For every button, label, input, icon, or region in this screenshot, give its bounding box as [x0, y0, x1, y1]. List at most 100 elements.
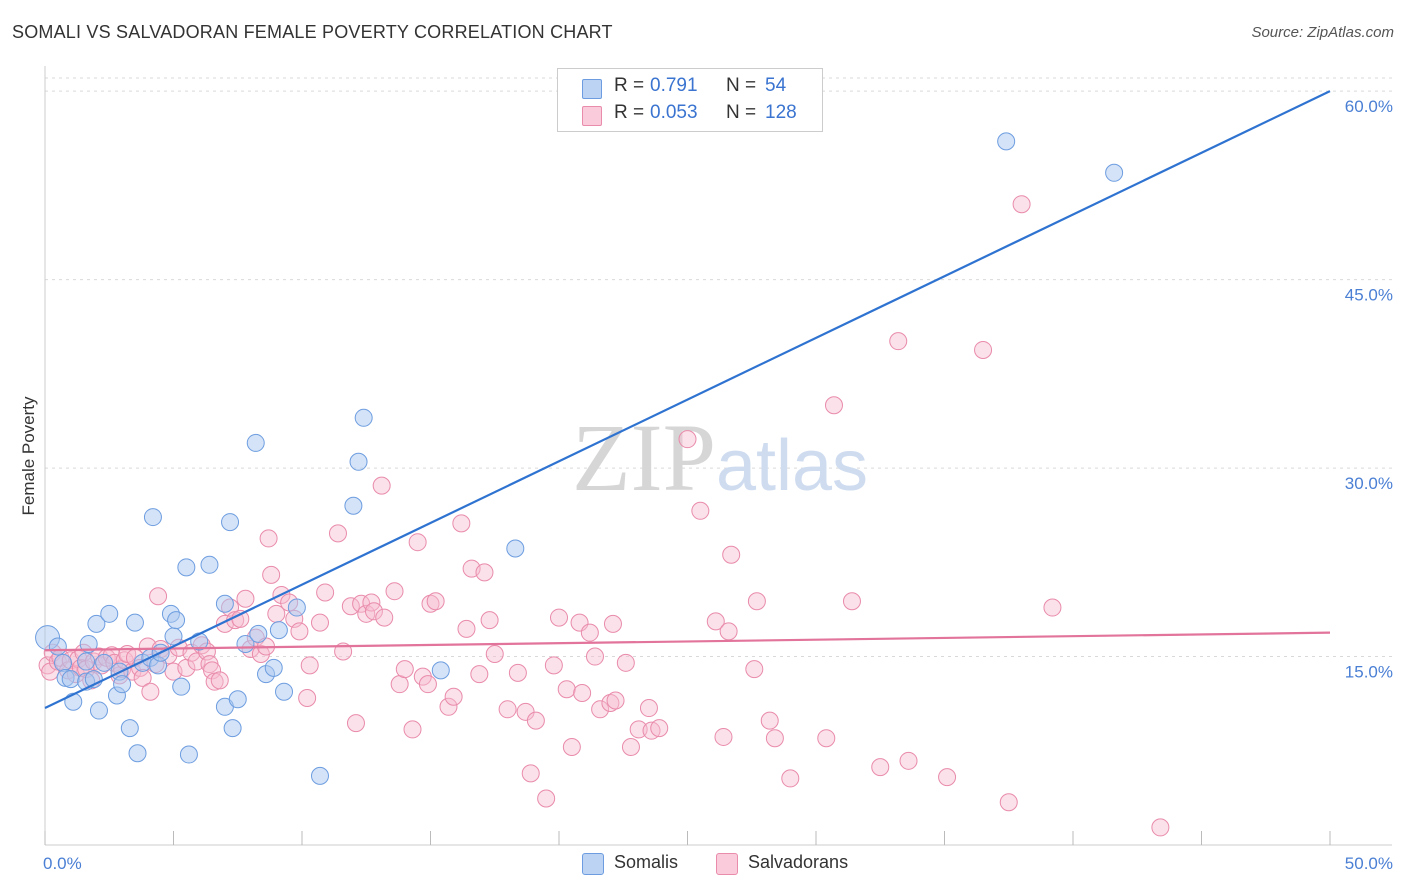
salvadoran-point: [316, 583, 335, 602]
salvadoran-point: [557, 680, 576, 699]
salvadoran-point: [550, 608, 568, 627]
salvadoran-point: [375, 608, 394, 627]
legend-n-value: 54: [765, 75, 787, 96]
watermark: ZIPatlas: [572, 404, 868, 511]
legend-r-value: 0.791: [650, 75, 698, 96]
salvadoran-point: [616, 653, 635, 672]
salvadoran-point: [508, 663, 527, 682]
somali-point: [354, 408, 373, 427]
salvadoran-point: [426, 592, 445, 611]
somali-point: [128, 744, 147, 763]
salvadoran-point: [300, 656, 319, 675]
salvadoran-point: [585, 647, 604, 666]
salvadoran-point: [452, 514, 471, 533]
salvadoran-point: [781, 769, 800, 788]
salvadoran-point: [817, 729, 836, 748]
salvadoran-point: [439, 697, 458, 716]
salvadoran-point: [418, 675, 437, 694]
somali-trend-line: [44, 90, 1331, 710]
salvadoran-point: [521, 764, 540, 783]
source-label: Source: ZipAtlas.com: [1251, 24, 1394, 41]
somali-point: [61, 670, 80, 689]
somali-point: [223, 719, 242, 738]
salvadoran-point: [341, 597, 360, 616]
salvadoran-point: [760, 711, 779, 730]
salvadoran-point: [421, 594, 440, 613]
salvadoran-point: [328, 524, 347, 543]
somali-point: [246, 433, 265, 452]
salvadoran-point: [650, 719, 669, 738]
somali-point: [275, 682, 294, 701]
salvadoran-point: [41, 662, 60, 681]
salvadoran-point: [149, 587, 168, 606]
watermark-atlas: atlas: [716, 426, 868, 506]
legend-swatch-somalis: [582, 79, 602, 99]
salvadoran-point: [346, 714, 365, 733]
salvadoran-point: [544, 656, 563, 675]
somali-point: [89, 701, 108, 720]
somali-point: [125, 613, 144, 632]
salvadoran-point: [1012, 195, 1031, 214]
y-tick-label: 15.0%: [1345, 663, 1393, 682]
x-tick-label: 50.0%: [1345, 854, 1393, 873]
somali-point: [79, 634, 98, 653]
salvadoran-point: [745, 660, 764, 679]
salvadoran-point: [1043, 598, 1062, 617]
somali-point: [48, 637, 67, 656]
y-tick-labels: 15.0% 30.0% 45.0% 60.0%: [1345, 97, 1393, 681]
trend-lines: [44, 90, 1331, 710]
somali-point: [215, 594, 234, 613]
salvadoran-point: [678, 430, 697, 449]
legend-r-value: 0.053: [650, 102, 698, 123]
x-tick-label: 0.0%: [43, 854, 82, 873]
y-tick-label: 30.0%: [1345, 474, 1393, 493]
legend-swatch-salvadorans: [582, 106, 602, 126]
salvadoran-point: [691, 501, 710, 520]
salvadoran-point: [1151, 818, 1170, 837]
legend-n-label: N =: [726, 75, 757, 96]
salvadoran-point: [706, 612, 725, 631]
salvadoran-point: [621, 737, 640, 756]
salvadoran-point: [470, 665, 489, 684]
somali-point: [269, 621, 288, 640]
somali-point: [264, 658, 283, 677]
somali-point: [177, 558, 196, 577]
somali-point: [172, 677, 191, 696]
salvadoran-point: [485, 645, 504, 664]
legend: R = 0.791 N = 54 R = 0.053 N = 128: [557, 68, 823, 132]
somali-point: [87, 614, 106, 633]
salvadoran-point: [403, 720, 422, 739]
somali-point: [228, 690, 247, 709]
salvadoran-points: [38, 195, 1170, 837]
somali-point: [997, 132, 1016, 151]
salvadoran-point: [639, 699, 658, 718]
legend-r-label: R =: [614, 102, 645, 123]
salvadoran-point: [210, 671, 229, 690]
salvadoran-point: [259, 529, 278, 548]
salvadoran-trend-line: [44, 631, 1331, 652]
salvadoran-point: [606, 691, 625, 710]
salvadoran-point: [722, 545, 741, 564]
somali-point: [53, 653, 72, 672]
somali-point: [77, 652, 96, 671]
somali-point: [95, 653, 114, 672]
somali-point: [179, 745, 198, 764]
salvadoran-point: [591, 700, 610, 719]
salvadoran-point: [765, 729, 784, 748]
somali-point: [1105, 163, 1124, 182]
somali-point: [200, 555, 219, 574]
salvadoran-point: [203, 661, 222, 680]
salvadoran-point: [871, 758, 890, 777]
somali-point: [287, 598, 306, 617]
salvadoran-point: [537, 789, 556, 808]
salvadoran-point: [562, 737, 581, 756]
salvadoran-point: [899, 751, 918, 770]
salvadoran-point: [629, 720, 648, 739]
salvadoran-point: [408, 533, 427, 552]
salvadoran-point: [372, 476, 391, 495]
salvadoran-point: [231, 609, 250, 628]
salvadoran-point: [310, 613, 329, 632]
somali-point: [349, 452, 368, 471]
somali-point: [506, 539, 525, 558]
somali-point: [344, 496, 363, 515]
